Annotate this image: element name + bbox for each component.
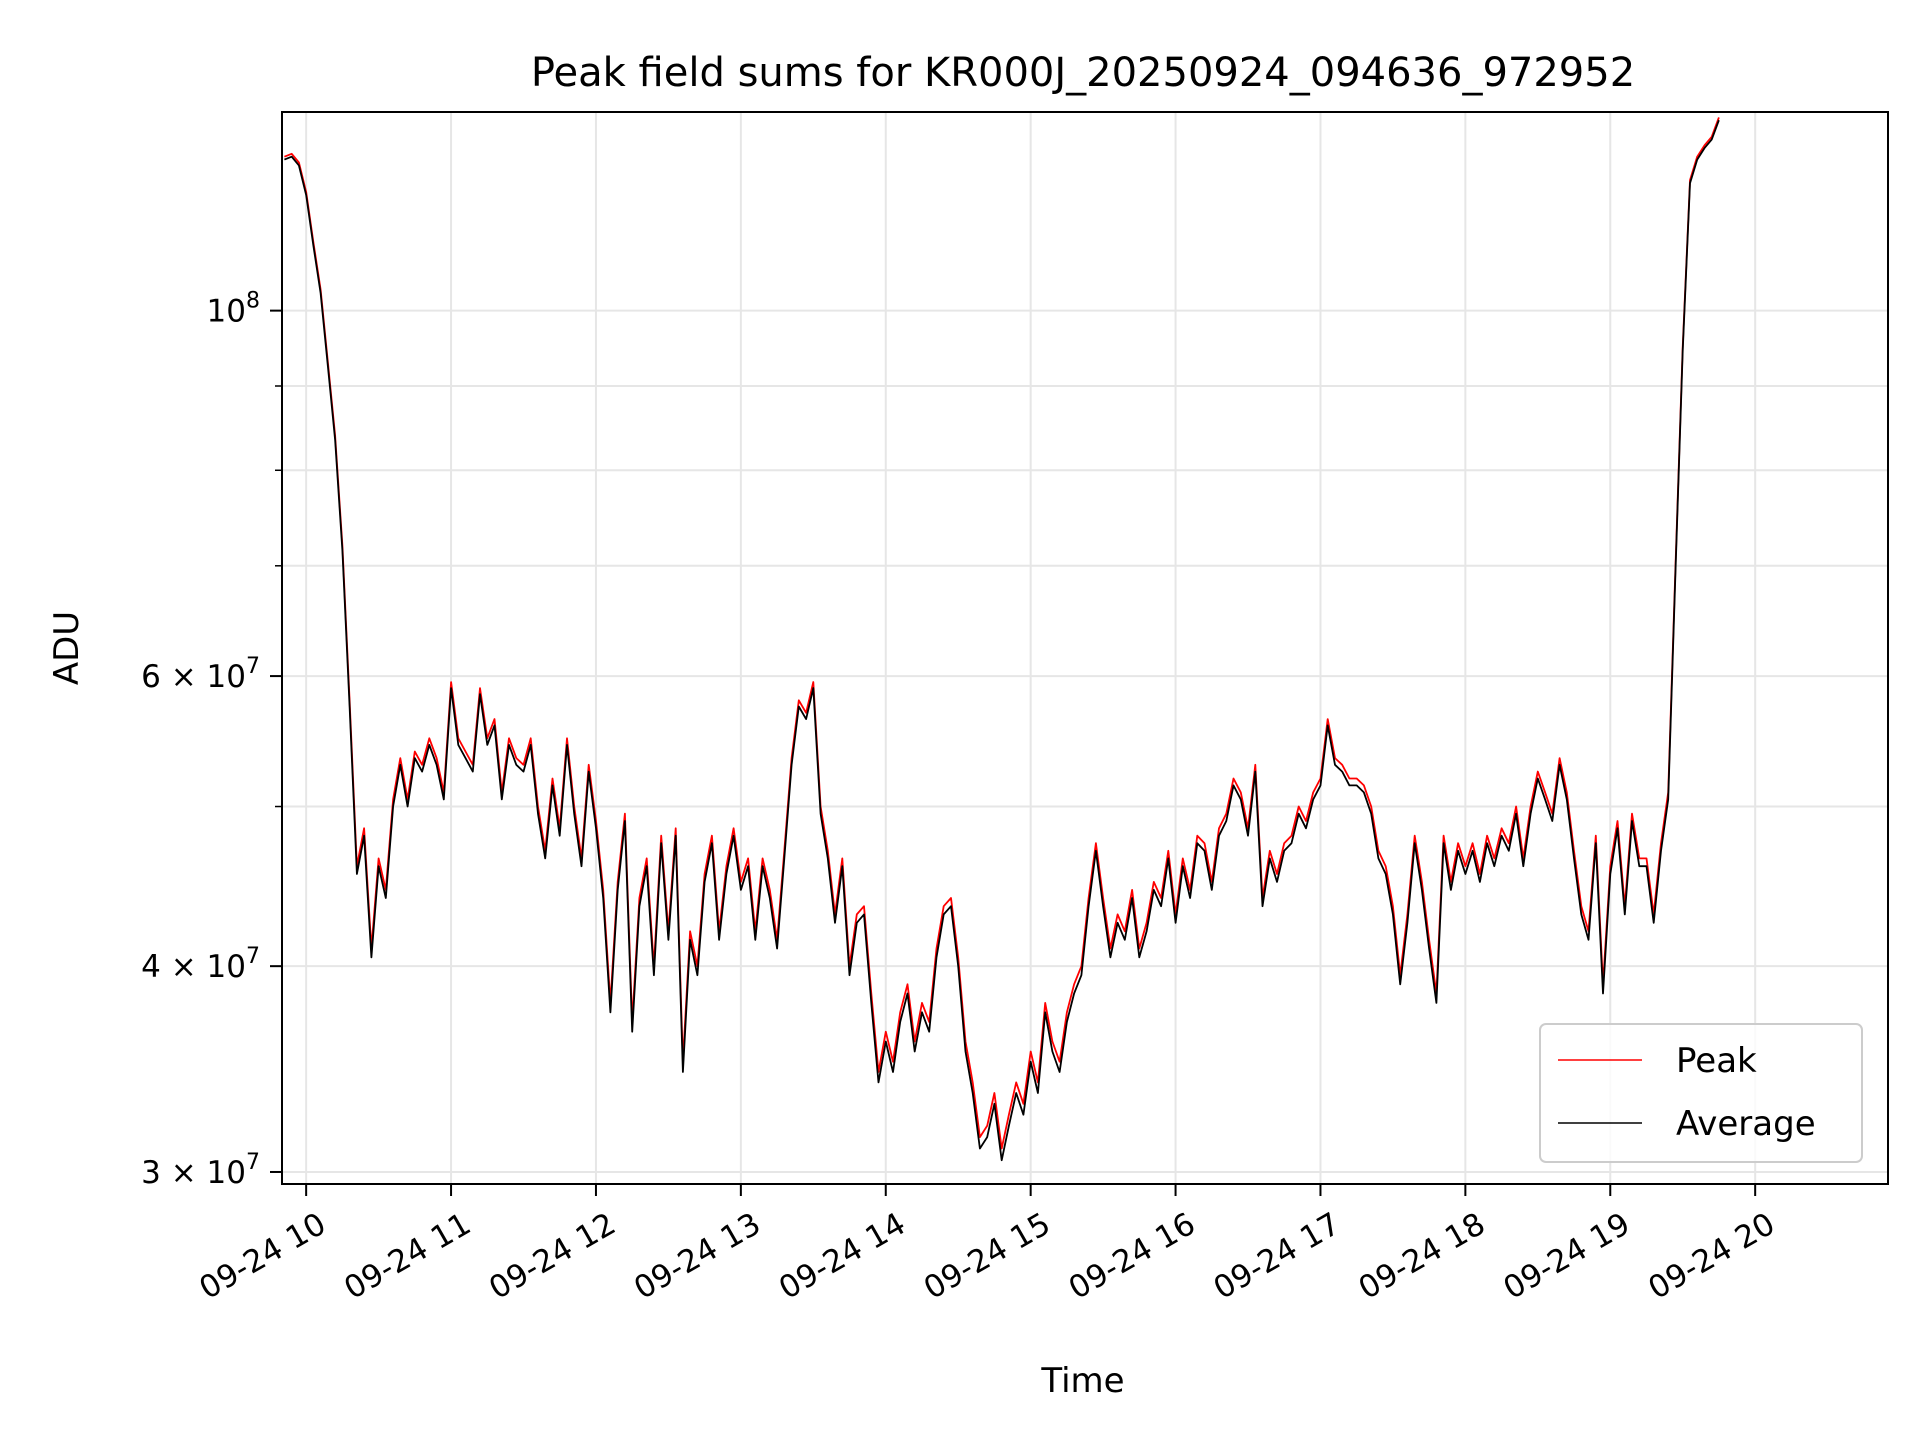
- legend-peak-label: Peak: [1676, 1041, 1757, 1081]
- y-tick-label: 6 × 107: [141, 654, 260, 695]
- y-tick-label: 108: [207, 289, 260, 330]
- plot-frame: [281, 111, 1889, 1185]
- series-line-peak: [284, 117, 1720, 1150]
- legend: Peak Average: [1539, 1023, 1863, 1163]
- y-tick-label: 4 × 107: [141, 944, 260, 985]
- chart-title: Peak field sums for KR000J_20250924_0946…: [531, 50, 1635, 96]
- y-axis-ticks: 108 6 × 107 4 × 107 3 × 107: [141, 289, 282, 1191]
- legend-average-label: Average: [1676, 1104, 1816, 1144]
- legend-box: [1539, 1023, 1863, 1163]
- y-tick-label: 3 × 107: [141, 1150, 260, 1191]
- series-lines: [284, 117, 1720, 1162]
- y-axis-label: ADU: [47, 611, 87, 685]
- series-line-average: [284, 119, 1720, 1162]
- x-axis-label: Time: [1040, 1361, 1124, 1401]
- grid-lines: [282, 112, 1888, 1184]
